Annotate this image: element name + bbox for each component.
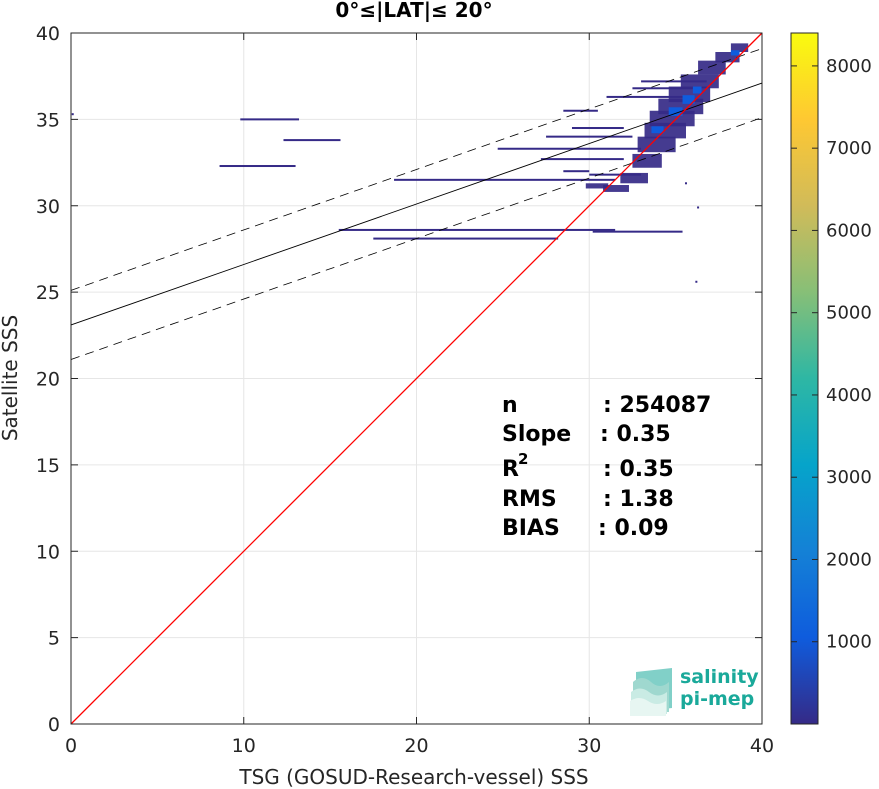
heatmap-segment [592,230,683,233]
heatmap-outlier [71,113,74,116]
x-tick-label: 20 [404,735,428,757]
colorbar-tick-label: 3000 [826,467,872,488]
heatmap-cluster [632,153,662,168]
stat-slope-label: Slope [502,422,571,447]
heatmap-cluster [603,185,629,192]
stat-rms-label: RMS [502,487,557,512]
heatmap-cluster [649,110,695,127]
heatmap-segment [373,237,559,240]
y-tick-label: 25 [36,282,60,304]
colorbar-tick-label: 7000 [826,138,872,159]
heatmap-cluster [715,52,740,63]
stat-bias-label: BIAS [502,516,560,541]
x-tick-label: 30 [577,735,601,757]
heatmap-cluster [730,43,749,53]
identity-line [70,32,763,725]
heatmap-outlier [695,280,698,283]
heatmap-segment [219,165,296,168]
colorbar-ticks: 1000 2000 3000 4000 5000 6000 7000 8000 [791,56,872,653]
y-tick-label: 35 [36,109,60,131]
stat-n-value: : 254087 [603,393,711,418]
heatmap-segment [283,139,341,142]
lower-confidence-line [70,117,763,360]
heatmap-segment [540,158,624,161]
y-axis-label: Satellite SSS [0,315,22,441]
heatmap-cluster [585,183,609,189]
x-tick-label: 0 [65,735,77,757]
y-tick-label: 10 [36,541,60,563]
colorbar [790,32,819,725]
colorbar-tick-label: 8000 [826,56,872,77]
stats-box: n : 254087 Slope : 0.35 R 2 : 0.35 RMS :… [502,393,711,541]
y-tick-label: 30 [36,196,60,218]
stat-n-label: n [502,393,518,418]
heatmap-hotspot [730,50,740,56]
heatmap-cells [71,43,749,283]
colorbar-tick-label: 2000 [826,549,872,570]
heatmap-segment [338,228,616,231]
x-tick-label: 40 [750,735,774,757]
x-axis-ticks: 0 10 20 30 40 [65,33,774,757]
stat-r2-superscript: 2 [518,450,528,468]
heatmap-segment [632,87,693,90]
heatmap-segment [606,95,685,98]
heatmap-segment [563,170,590,173]
colorbar-tick-label: 1000 [826,632,872,653]
heatmap-cluster [620,172,648,184]
heatmap-segment [589,173,642,176]
y-tick-label: 0 [48,714,60,736]
wave-logo-icon [630,668,672,716]
heatmap-hotspot [682,95,695,104]
heatmap-hotspot [668,107,683,116]
stat-r2-value: : 0.35 [603,457,674,482]
chart-title: 0°≤|LAT|≤ 20° [335,0,492,22]
heatmap-outlier [684,182,687,185]
stat-r2-label: R [502,457,519,482]
y-tick-label: 40 [36,23,60,45]
heatmap-hotspot [651,126,664,134]
heatmap-segment [571,127,624,130]
heatmap-outlier [697,206,700,209]
logo-text-pi-mep: pi-mep [680,688,754,710]
y-axis-ticks: 0 5 10 15 20 25 30 35 40 [36,23,762,736]
heatmap-segment [563,109,598,112]
colorbar-tick-label: 6000 [826,220,872,241]
heatmap-segment [497,147,642,150]
stat-rms-value: : 1.38 [603,487,674,512]
upper-confidence-line [70,48,763,291]
heatmap-segment [546,135,633,138]
colorbar-tick-label: 4000 [826,385,872,406]
heatmap-segment [240,118,300,121]
x-tick-label: 10 [232,735,256,757]
logo-text-salinity: salinity [680,666,759,688]
y-tick-label: 15 [36,455,60,477]
colorbar-tick-label: 5000 [826,303,872,324]
salinity-pi-mep-logo: salinity pi-mep [630,666,759,716]
heatmap-segment [394,178,616,181]
heatmap-cluster [698,60,726,75]
regression-lines [70,32,763,725]
x-axis-label: TSG (GOSUD-Research-vessel) SSS [238,765,588,789]
stat-slope-value: : 0.35 [600,422,671,447]
heatmap-segment [641,80,707,83]
heatmap-hotspot [692,86,702,94]
y-tick-label: 20 [36,369,60,391]
fit-line [70,82,763,326]
y-tick-label: 5 [48,628,60,650]
stat-bias-value: : 0.09 [598,516,669,541]
